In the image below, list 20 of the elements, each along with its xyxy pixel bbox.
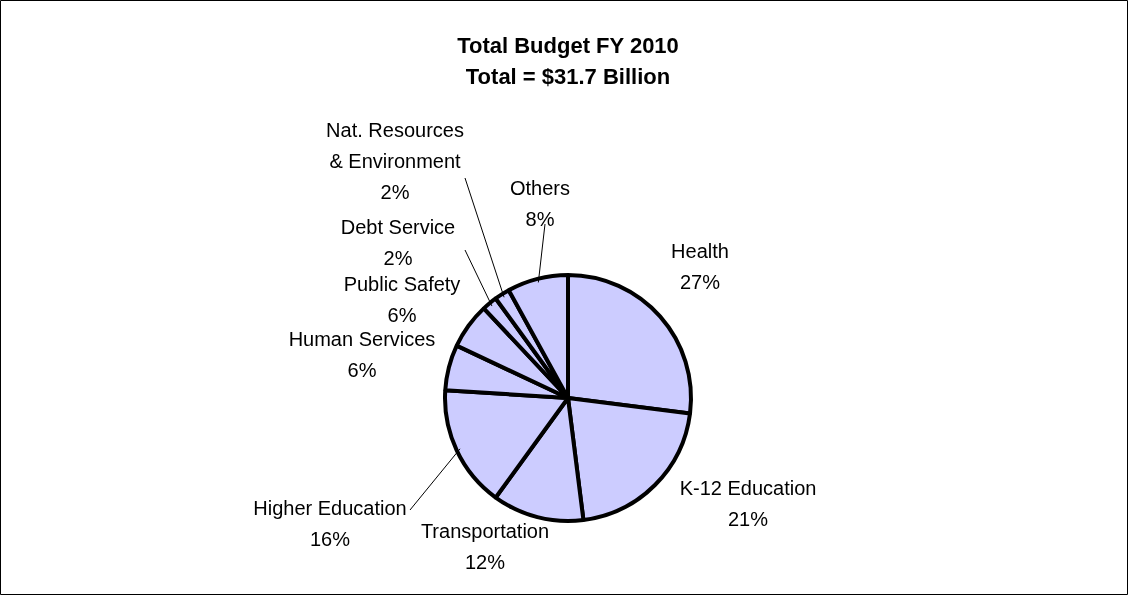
chart-subtitle: Total = $31.7 Billion — [465, 64, 671, 90]
slice-label: Human Services — [288, 328, 436, 351]
slice-label: Health — [671, 240, 729, 263]
data-label: 6% — [347, 359, 377, 382]
data-label: 27% — [679, 271, 721, 294]
slice-label: Higher Education — [253, 497, 407, 520]
data-label: 21% — [727, 508, 769, 531]
slice-label: K-12 Education — [679, 477, 817, 500]
data-label: 8% — [525, 208, 555, 231]
slice-label: Nat. Resources & Environment — [326, 118, 464, 172]
data-label: 2% — [380, 180, 410, 203]
data-label: 6% — [387, 304, 417, 327]
chart-title: Total Budget FY 2010 — [457, 33, 679, 59]
slice-label: Transportation — [420, 520, 550, 543]
slice-label: Public Safety — [343, 273, 461, 296]
data-label: 12% — [464, 551, 506, 574]
slice-label: Others — [509, 177, 571, 200]
slice-label: Debt Service — [340, 216, 456, 239]
data-label: 2% — [383, 247, 413, 270]
data-label: 16% — [309, 528, 351, 551]
